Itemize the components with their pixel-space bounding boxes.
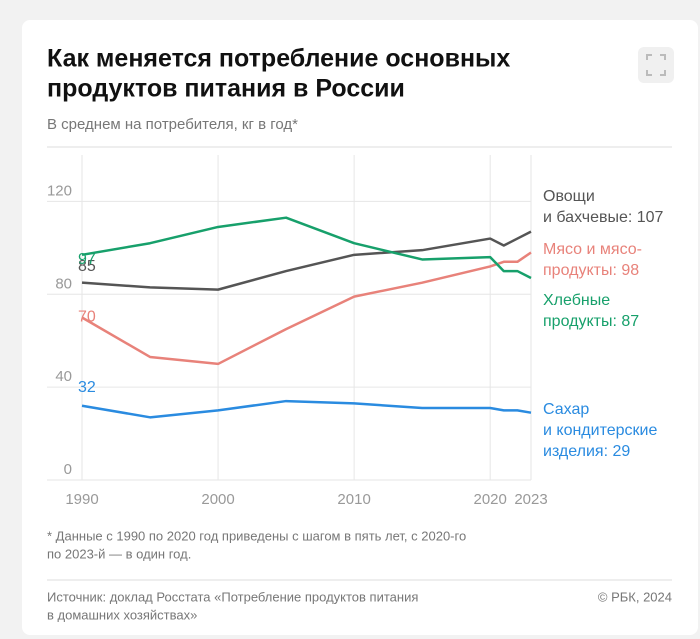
footnote-line: по 2023-й — в один год.	[47, 546, 191, 561]
source-line: Источник: доклад Росстата «Потребление п…	[47, 589, 418, 604]
start-value-label: 70	[78, 309, 96, 326]
expand-icon	[646, 54, 666, 76]
series-line	[81, 399, 532, 419]
title-line: продуктов питания в России	[47, 75, 405, 103]
y-tick-label: 0	[64, 461, 72, 478]
x-tick-label: 2010	[337, 491, 370, 508]
start-value-label: 97	[78, 251, 96, 268]
series-label: изделия: 29	[543, 443, 630, 460]
card-background	[22, 20, 698, 635]
source-line: в домашних хозяйствах»	[47, 607, 197, 622]
x-tick-label: 2023	[514, 491, 547, 508]
start-value-label: 32	[78, 379, 96, 396]
series-label: Мясо и мясо-	[543, 241, 642, 258]
y-tick-label: 40	[55, 368, 72, 385]
series-line	[81, 216, 532, 280]
y-tick-label: 120	[47, 182, 72, 199]
copyright: © РБК, 2024	[598, 589, 672, 604]
subtitle: В среднем на потребителя, кг в год*	[47, 116, 298, 133]
title-line: Как меняется потребление основных	[47, 45, 510, 73]
series-label: продукты: 87	[543, 313, 639, 330]
series-label: и кондитерские	[543, 422, 657, 439]
series-label: и бахчевые: 107	[543, 209, 664, 226]
series-label: Овощи	[543, 188, 595, 205]
series-line	[81, 251, 532, 366]
footnote-line: * Данные с 1990 по 2020 год приведены с …	[47, 528, 466, 543]
x-tick-label: 1990	[65, 491, 98, 508]
series-label: Сахар	[543, 401, 589, 418]
x-tick-label: 2020	[473, 491, 506, 508]
series-label: продукты: 98	[543, 262, 639, 279]
expand-button[interactable]	[638, 47, 674, 83]
start-value-label: 85	[78, 258, 96, 275]
y-tick-label: 80	[55, 275, 72, 292]
x-tick-label: 2000	[201, 491, 234, 508]
series-label: Хлебные	[543, 292, 610, 309]
